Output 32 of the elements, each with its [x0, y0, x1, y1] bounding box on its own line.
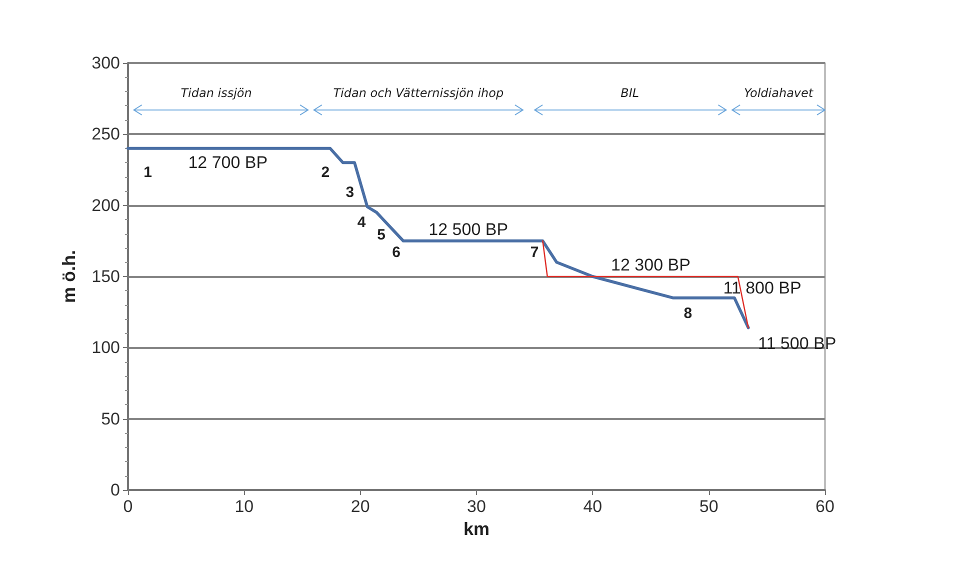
annotation: 7	[530, 244, 539, 261]
y-tick-label: 50	[101, 409, 120, 428]
annotation: Yoldiahavet	[744, 86, 814, 100]
x-tick-label: 30	[467, 497, 486, 516]
annotation: 4	[357, 214, 366, 231]
y-tick-label: 0	[110, 480, 120, 500]
y-tick-label: 200	[92, 196, 120, 215]
y-tick-label: 100	[92, 338, 120, 358]
y-tick-label: 150	[92, 267, 120, 286]
annotation: 12 300 BP	[611, 256, 690, 275]
annotation: 12 500 BP	[428, 220, 508, 240]
y-tick-label: 300	[92, 54, 120, 72]
x-tick-label: 20	[350, 497, 370, 516]
annotation: 2	[321, 164, 330, 182]
annotation: BIL	[620, 86, 640, 100]
x-tick-label: 50	[699, 497, 718, 516]
annotation: 1	[144, 164, 152, 182]
y-tick-label: 250	[92, 124, 120, 144]
annotation: 12 700 BP	[188, 153, 268, 172]
annotation: 11 800 BP	[723, 278, 802, 298]
x-tick-label: 10	[234, 497, 254, 516]
x-tick-label: 0	[123, 497, 133, 516]
y-axis-title: m ö.h.	[59, 250, 79, 303]
annotation: Tidan och Vätternissjön ihop	[333, 86, 504, 100]
annotation: 3	[346, 184, 354, 202]
annotation: 6	[392, 244, 401, 261]
annotation: 8	[684, 305, 692, 322]
annotation: 5	[377, 226, 386, 244]
annotation: Tidan issjön	[180, 86, 252, 100]
x-tick-label: 60	[816, 497, 834, 516]
x-tick-label: 40	[583, 497, 602, 516]
x-axis-title: km	[463, 519, 490, 539]
